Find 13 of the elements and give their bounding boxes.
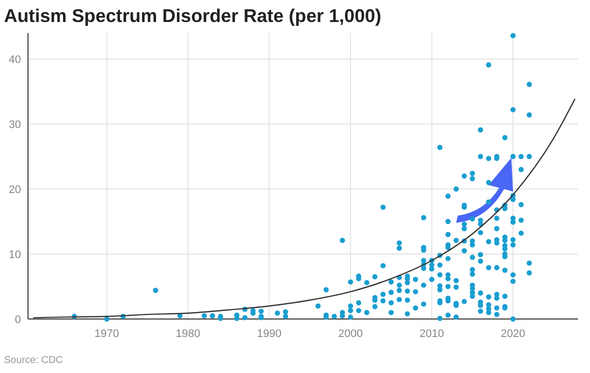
y-tick-label: 20: [8, 184, 21, 196]
x-tick-label: 2010: [420, 328, 444, 340]
x-tick-label: 2000: [338, 328, 363, 340]
y-tick-label: 40: [8, 54, 21, 66]
chart-title: Autism Spectrum Disorder Rate (per 1,000): [4, 5, 382, 26]
x-tick-label: 1970: [94, 328, 120, 340]
source-note: Source: CDC: [4, 355, 63, 366]
y-tick-label: 0: [14, 314, 21, 326]
x-tick-label: 1990: [257, 328, 282, 340]
y-tick-label: 30: [8, 118, 21, 131]
x-tick-label: 2020: [500, 328, 526, 340]
y-tick-label: 10: [8, 248, 21, 261]
x-tick-label: 1980: [176, 328, 200, 340]
